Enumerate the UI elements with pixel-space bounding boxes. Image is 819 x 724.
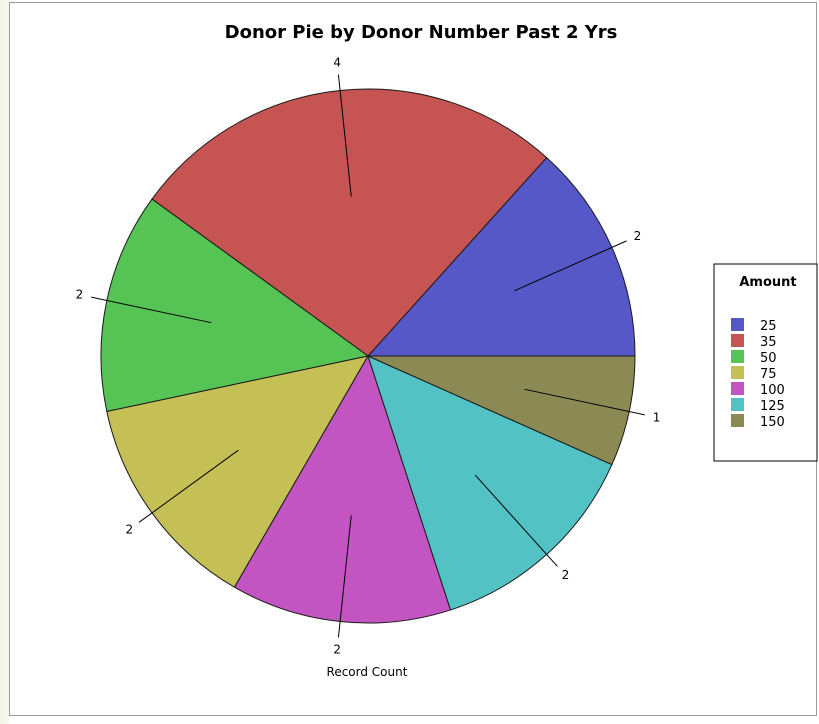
- leader-line-75: [138, 449, 239, 523]
- leader-line-35: [337, 74, 352, 197]
- leader-line-25: [514, 240, 627, 292]
- legend-label-75: 75: [760, 367, 777, 382]
- legend-title: Amount: [739, 275, 796, 290]
- legend-swatch-25: [731, 318, 744, 331]
- chart-caption: Record Count: [327, 665, 408, 679]
- pie-value-label-35: 4: [333, 56, 341, 70]
- legend-swatch-100: [731, 382, 744, 395]
- pie-slices: [100, 88, 636, 624]
- legend-swatch-50: [731, 350, 744, 363]
- leader-line-50: [91, 296, 212, 324]
- legend-label-35: 35: [760, 335, 777, 350]
- legend-swatch-150: [731, 414, 744, 427]
- legend-label-25: 25: [760, 319, 777, 334]
- pie-value-label-50: 2: [76, 288, 84, 302]
- legend-label-125: 125: [760, 399, 785, 414]
- leader-line-150: [524, 388, 645, 416]
- pie-value-label-25: 2: [634, 229, 642, 243]
- legend-swatch-35: [731, 334, 744, 347]
- pie-value-label-75: 2: [126, 522, 134, 536]
- chart-title: Donor Pie by Donor Number Past 2 Yrs: [225, 22, 618, 43]
- legend-label-100: 100: [760, 383, 785, 398]
- leader-line-100: [337, 515, 352, 638]
- pie-value-label-150: 1: [653, 410, 661, 424]
- left-edge-strip: [0, 0, 9, 724]
- pie-leader-lines: [91, 74, 645, 638]
- legend-swatch-125: [731, 398, 744, 411]
- pie-value-labels: 2 4 2 2 2 2 1: [76, 56, 661, 657]
- pie-value-label-125: 2: [562, 568, 570, 582]
- legend-label-50: 50: [760, 351, 777, 366]
- leader-line-125: [474, 474, 558, 567]
- pie-value-label-100: 2: [333, 642, 341, 656]
- legend-swatch-75: [731, 366, 744, 379]
- legend-label-150: 150: [760, 415, 785, 430]
